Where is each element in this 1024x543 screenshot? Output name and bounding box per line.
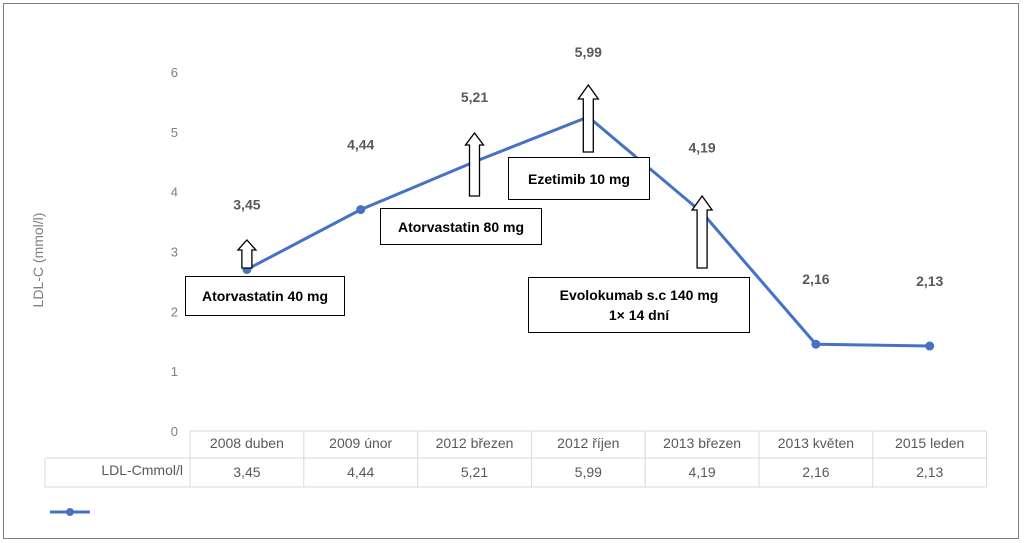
data-table-row-label: LDL-Cmmol/l (101, 462, 183, 478)
category-labels: 2008 duben 2009 únor 2012 březen 2012 říjen… (210, 435, 964, 451)
annotation-text: Evolokumab s.c 140 mg (559, 287, 719, 303)
annotation-text: Atorvastatin 80 mg (397, 218, 525, 235)
data-label: 5,21 (461, 89, 488, 105)
data-point (925, 341, 935, 351)
x-category-label: 2009 únor (329, 435, 392, 451)
y-tick-label: 0 (171, 424, 178, 439)
up-arrow-icon (464, 131, 485, 197)
y-tick-label: 6 (171, 65, 178, 80)
y-tick-label: 4 (171, 185, 178, 200)
x-category-label: 2015 leden (895, 435, 964, 451)
x-category-label: 2012 březen (436, 435, 514, 451)
annotation-arrows (236, 83, 714, 269)
y-axis: 0 1 2 3 4 5 6 (171, 65, 178, 439)
annotation-box: Ezetimib 10 mg (508, 157, 650, 200)
y-tick-label: 3 (171, 245, 178, 260)
up-arrow-icon (577, 83, 600, 153)
up-arrow-icon (236, 239, 258, 269)
annotation-text: Atorvastatin 40 mg (201, 288, 329, 304)
y-axis-title: LDL-C (mmol/l) (30, 213, 46, 308)
table-value-cell: 4,19 (688, 464, 715, 480)
x-category-label: 2013 květen (778, 435, 854, 451)
y-tick-label: 2 (171, 304, 178, 319)
table-value-cell: 2,16 (802, 464, 829, 480)
x-category-label: 2008 duben (210, 435, 284, 451)
table-value-cell: 5,21 (461, 464, 488, 480)
x-category-label: 2013 březen (663, 435, 741, 451)
data-label: 2,13 (916, 273, 943, 289)
annotation-box: Atorvastatin 80 mg (380, 208, 542, 245)
data-label: 5,99 (575, 44, 602, 60)
x-category-label: 2012 říjen (557, 435, 619, 451)
data-labels: 3,45 4,44 5,21 5,99 4,19 2,16 2,13 (233, 44, 943, 289)
table-value-cell: 4,44 (347, 464, 374, 480)
annotation-box: Evolokumab s.c 140 mg 1× 14 dní (528, 277, 750, 333)
data-point (811, 339, 821, 349)
legend (50, 508, 90, 516)
table-value-cell: 2,13 (916, 464, 943, 480)
annotation-text: Ezetimib 10 mg (528, 170, 630, 187)
annotation-box: Atorvastatin 40 mg (185, 276, 345, 316)
data-point (356, 205, 366, 215)
data-table-values: 3,45 4,44 5,21 5,99 4,19 2,16 2,13 (233, 464, 943, 480)
up-arrow-icon (690, 194, 714, 269)
y-tick-label: 1 (171, 364, 178, 379)
data-table-grid (44, 430, 988, 488)
data-label: 4,44 (347, 137, 374, 153)
data-label: 2,16 (802, 271, 829, 287)
table-value-cell: 3,45 (233, 464, 260, 480)
annotation-text: 1× 14 dní (608, 307, 670, 323)
chart-frame (3, 3, 1019, 539)
table-value-cell: 5,99 (575, 464, 602, 480)
data-label: 3,45 (233, 196, 260, 212)
data-label: 4,19 (688, 140, 715, 156)
legend-marker-swatch (66, 508, 74, 516)
y-tick-label: 5 (171, 125, 178, 140)
